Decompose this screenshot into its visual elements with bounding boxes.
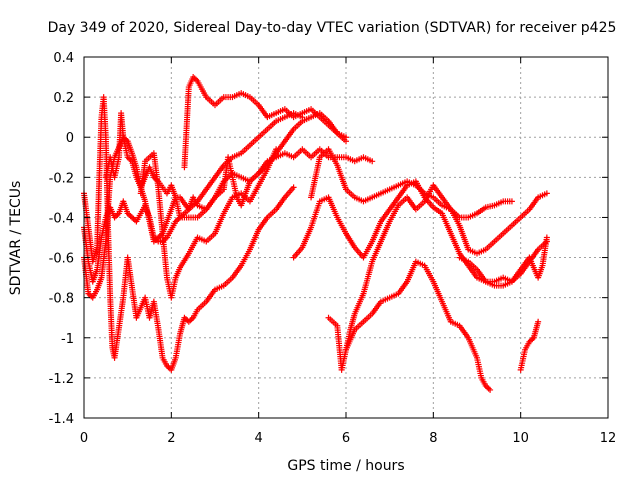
y-tick-label: 0 [66, 131, 74, 146]
y-tick-label: 0.2 [53, 91, 74, 106]
x-axis-label: GPS time / hours [287, 458, 404, 474]
series-track-5 [137, 146, 280, 301]
data-points [81, 74, 550, 393]
series-track-11 [456, 234, 550, 289]
data-point-marker [508, 198, 515, 205]
y-tick-label: 0.4 [53, 51, 74, 66]
series-track-1 [81, 94, 297, 373]
data-point-marker [343, 138, 349, 145]
axis-ticks [83, 56, 609, 419]
series-track-6 [181, 74, 349, 171]
data-point-marker [487, 386, 494, 393]
series-track-12 [517, 318, 542, 373]
data-point-marker [290, 184, 297, 191]
data-point-marker [543, 190, 550, 197]
y-tick-labels: 0.4 0.2 0 -0.2 -0.4 -0.6 -0.8 -1 -1.2 -1.4 [49, 51, 74, 427]
y-tick-label: -1 [61, 332, 74, 347]
y-tick-label: -0.2 [49, 171, 74, 186]
y-tick-label: -1.4 [49, 412, 74, 427]
chart-title: Day 349 of 2020, Sidereal Day-to-day VTE… [48, 20, 617, 36]
x-tick-label: 12 [600, 431, 617, 446]
y-tick-label: -1.2 [49, 372, 74, 387]
x-tick-label: 4 [255, 431, 263, 446]
data-point-marker [273, 146, 280, 153]
y-tick-label: -0.6 [49, 252, 74, 267]
x-tick-label: 0 [80, 431, 88, 446]
x-tick-labels: 0 2 4 6 8 10 12 [80, 431, 616, 446]
y-tick-label: -0.8 [49, 292, 74, 307]
x-tick-label: 10 [512, 431, 529, 446]
x-tick-label: 6 [342, 431, 350, 446]
series-track-9 [325, 182, 550, 373]
series-track-10 [343, 258, 494, 393]
series-track-7 [290, 178, 550, 285]
y-axis-label: SDTVAR / TECUs [8, 181, 24, 296]
data-point-marker [543, 234, 550, 241]
grid-lines [84, 57, 608, 418]
x-tick-label: 8 [429, 431, 437, 446]
data-point-marker [369, 158, 376, 165]
x-tick-label: 2 [167, 431, 175, 446]
data-point-marker [535, 318, 542, 325]
y-tick-label: -0.4 [49, 211, 74, 226]
